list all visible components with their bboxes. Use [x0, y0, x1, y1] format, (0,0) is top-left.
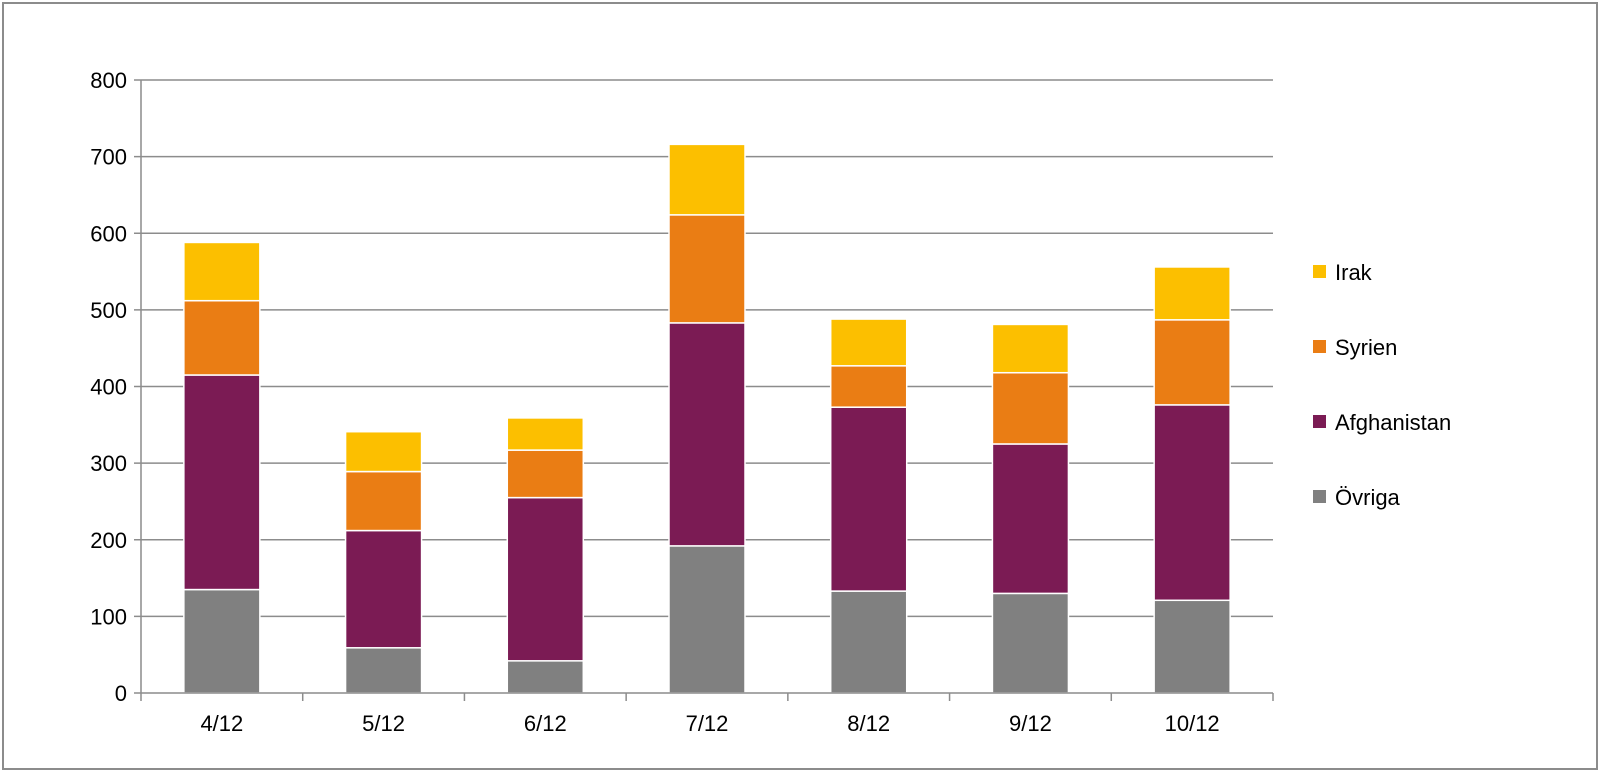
- bar-segment-syrien: [183, 299, 261, 376]
- bar-segment-irak: [1153, 266, 1231, 321]
- y-tick-label: 300: [90, 451, 127, 476]
- x-tick-label: 10/12: [1165, 711, 1220, 736]
- bar-segment-syrien: [668, 214, 746, 324]
- legend-label-afghanistan: Afghanistan: [1335, 410, 1451, 435]
- bar-segment-övriga: [344, 647, 423, 694]
- y-tick-label: 400: [90, 375, 127, 400]
- bar-segment-syrien: [506, 449, 585, 499]
- legend-label-övriga: Övriga: [1335, 485, 1401, 510]
- legend-label-syrien: Syrien: [1335, 335, 1397, 360]
- bar-segment-irak: [506, 417, 585, 451]
- legend-swatch-syrien: [1313, 340, 1326, 353]
- y-tick-label: 0: [115, 681, 127, 706]
- y-tick-label: 200: [90, 528, 127, 553]
- bar-segment-afghanistan: [506, 496, 585, 662]
- bar-segment-irak: [829, 318, 908, 367]
- legend-swatch-irak: [1313, 265, 1326, 278]
- legend-label-irak: Irak: [1335, 260, 1373, 285]
- bar-segment-syrien: [1153, 319, 1231, 406]
- bar-segment-afghanistan: [1153, 404, 1231, 602]
- bar-segment-afghanistan: [991, 443, 1070, 595]
- bar-segment-övriga: [991, 592, 1070, 694]
- y-tick-label: 100: [90, 604, 127, 629]
- x-tick-label: 8/12: [847, 711, 890, 736]
- bar-segment-syrien: [829, 365, 908, 408]
- bar-segment-irak: [991, 323, 1070, 374]
- bar-segment-irak: [344, 430, 423, 473]
- bar-segment-syrien: [991, 371, 1070, 445]
- legend-swatch-övriga: [1313, 490, 1326, 503]
- x-tick-label: 7/12: [686, 711, 729, 736]
- bar-segment-irak: [668, 143, 746, 216]
- x-tick-label: 4/12: [200, 711, 243, 736]
- y-tick-label: 800: [90, 68, 127, 93]
- x-axis-ticks: 4/12 5/12 6/12 7/12 8/12 9/12 10/12: [200, 711, 1219, 736]
- bar-segment-övriga: [506, 660, 585, 694]
- axes: [134, 79, 1274, 701]
- y-tick-label: 600: [90, 221, 127, 246]
- bar-segment-afghanistan: [668, 322, 746, 547]
- x-tick-label: 6/12: [524, 711, 567, 736]
- bar-segment-övriga: [829, 590, 908, 694]
- y-axis-ticks: 0 100 200 300 400 500 600 700 800: [90, 68, 127, 706]
- bar-segment-irak: [183, 241, 261, 302]
- bar-segment-afghanistan: [344, 529, 423, 649]
- bar-segment-övriga: [183, 588, 261, 694]
- y-tick-label: 700: [90, 145, 127, 170]
- bar-segment-afghanistan: [829, 406, 908, 592]
- y-tick-label: 500: [90, 298, 127, 323]
- legend-swatch-afghanistan: [1313, 415, 1326, 428]
- bar-segment-afghanistan: [183, 374, 261, 591]
- x-tick-label: 9/12: [1009, 711, 1052, 736]
- bars: [183, 143, 1231, 694]
- bar-segment-övriga: [1153, 599, 1231, 694]
- bar-segment-syrien: [344, 470, 423, 532]
- legend: Irak Syrien Afghanistan Övriga: [1313, 260, 1451, 510]
- bar-segment-övriga: [668, 545, 746, 694]
- x-tick-label: 5/12: [362, 711, 405, 736]
